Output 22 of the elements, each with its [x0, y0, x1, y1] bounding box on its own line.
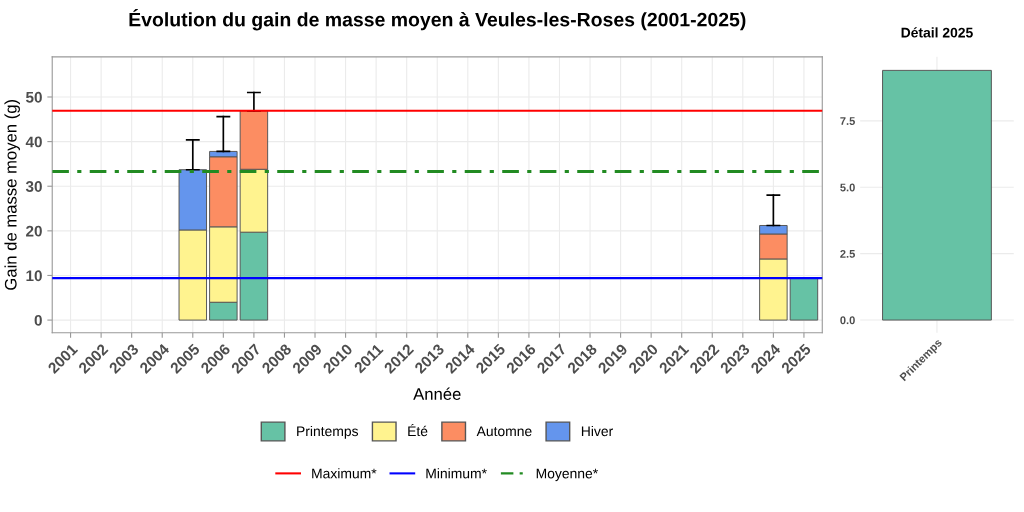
legend-label: Minimum* [426, 468, 487, 479]
y-tick-label: 10 [26, 270, 42, 282]
y-tick-label: 20 [26, 225, 42, 237]
legend-label: Printemps [297, 425, 359, 439]
y-tick-label: 40 [25, 136, 42, 148]
y-axis-title: Gain de masse moyen (g) [4, 99, 20, 290]
y-tick-label: 0 [34, 314, 42, 326]
y-tick-label: 0.0 [840, 316, 855, 325]
legend-label: Été [408, 423, 428, 437]
x-axis-title: Année [413, 387, 461, 400]
legend-label: Hiver [581, 425, 613, 437]
chart-title: Détail 2025 [901, 27, 973, 38]
legend-label: Automne [476, 426, 532, 437]
y-tick-label: 2.5 [840, 249, 855, 258]
y-tick-label: 7.5 [840, 117, 855, 125]
legend-label: Moyenne* [536, 468, 598, 482]
y-tick-label: 30 [25, 181, 42, 192]
chart-title: Évolution du gain de masse moyen à Veules-les-Roses (2001-2025) [129, 9, 746, 31]
legend-label: Maximum* [312, 468, 377, 479]
y-tick-label: 5.0 [840, 183, 855, 192]
y-tick-label: 50 [25, 91, 42, 103]
bar [789, 277, 819, 321]
